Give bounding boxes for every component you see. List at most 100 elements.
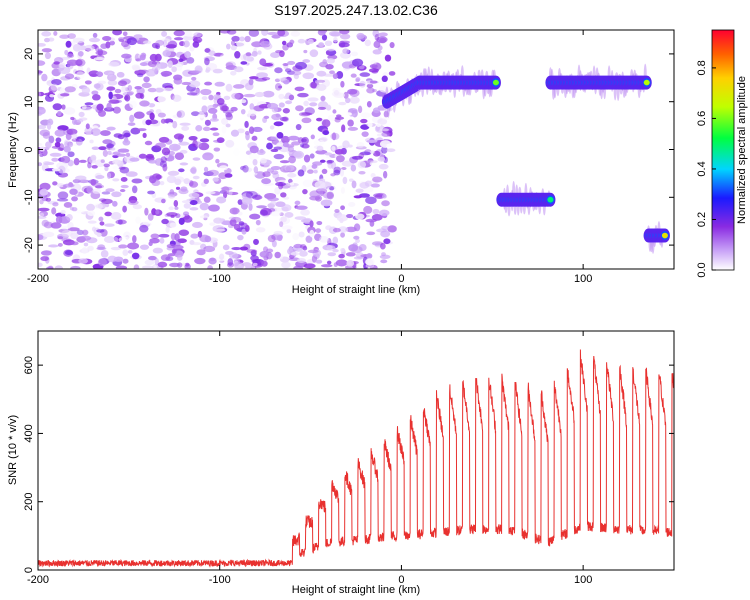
noise-blob [307,249,319,254]
noise-blob [223,191,228,199]
noise-blob [112,200,118,207]
noise-blob [59,34,70,39]
noise-blob [320,264,333,268]
noise-blob [205,69,210,73]
noise-blob [50,83,59,91]
noise-blob [144,140,153,146]
noise-blob [208,257,217,265]
noise-blob [300,209,310,216]
noise-blob [195,124,203,132]
noise-blob [231,35,240,42]
noise-blob [142,132,147,139]
noise-blob [163,87,174,92]
noise-blob [310,81,317,89]
noise-blob [249,103,255,111]
noise-blob [372,208,380,215]
noise-blob [348,108,358,114]
noise-blob [155,39,165,47]
noise-blob [373,40,381,49]
noise-blob [192,41,200,48]
noise-blob [157,112,166,118]
noise-blob [369,64,378,69]
noise-blob [212,68,223,74]
noise-blob [350,164,357,172]
noise-blob [336,114,342,118]
noise-blob [307,38,314,44]
noise-blob [104,211,113,217]
noise-blob [267,31,279,36]
noise-blob [155,209,160,215]
noise-blob [338,42,350,48]
noise-blob [336,71,344,79]
noise-blob [244,35,251,43]
noise-blob [222,244,230,251]
noise-blob [225,113,233,121]
noise-blob [186,92,198,96]
noise-blob [315,259,323,264]
noise-blob [261,260,268,267]
noise-blob [381,252,386,257]
noise-blob [271,113,282,121]
noise-blob [333,166,342,174]
noise-blob [317,30,326,36]
noise-blob [178,168,185,173]
noise-blob [96,232,102,237]
noise-blob [341,124,346,133]
noise-blob [379,37,387,44]
noise-blob [164,118,174,124]
noise-blob [329,186,335,191]
noise-blob [194,257,206,265]
noise-blob [208,94,214,101]
noise-blob [351,155,363,160]
noise-blob [279,50,285,58]
noise-blob [127,250,133,254]
noise-blob [295,61,307,70]
noise-blob [230,70,237,76]
noise-blob [366,231,376,236]
noise-blob [292,233,300,241]
noise-blob [182,211,190,216]
noise-blob [54,129,66,137]
noise-blob [167,60,173,68]
noise-blob [157,95,167,103]
noise-blob [379,242,386,250]
noise-blob [351,180,357,189]
noise-blob [96,184,105,189]
noise-blob [309,102,318,107]
noise-blob [340,232,345,238]
noise-blob [191,242,202,246]
noise-blob [254,188,263,193]
noise-blob [330,173,336,177]
noise-blob [279,160,290,164]
noise-blob [281,225,293,230]
noise-blob [236,39,246,48]
noise-blob [135,92,144,99]
noise-blob [198,111,206,115]
noise-blob [190,233,199,239]
noise-blob [188,192,200,199]
noise-blob [289,182,295,186]
noise-blob [384,54,392,62]
noise-blob [142,220,151,225]
noise-blob [66,213,73,221]
noise-blob [334,116,345,120]
noise-blob [303,154,311,163]
noise-blob [129,114,135,123]
noise-blob [181,262,186,266]
noise-blob [207,169,219,177]
noise-blob [167,253,176,257]
noise-blob [204,235,212,243]
noise-blob [314,80,320,84]
noise-blob [338,253,345,259]
noise-blob [96,103,104,111]
noise-blob [160,70,173,77]
noise-blob [85,123,90,130]
noise-blob [149,109,154,114]
noise-blob [248,203,253,211]
noise-blob [329,70,335,75]
noise-blob [87,210,96,216]
noise-blob [72,37,85,44]
noise-blob [372,150,381,157]
noise-blob [219,165,229,171]
snr-x-tick-label: -100 [209,574,231,586]
